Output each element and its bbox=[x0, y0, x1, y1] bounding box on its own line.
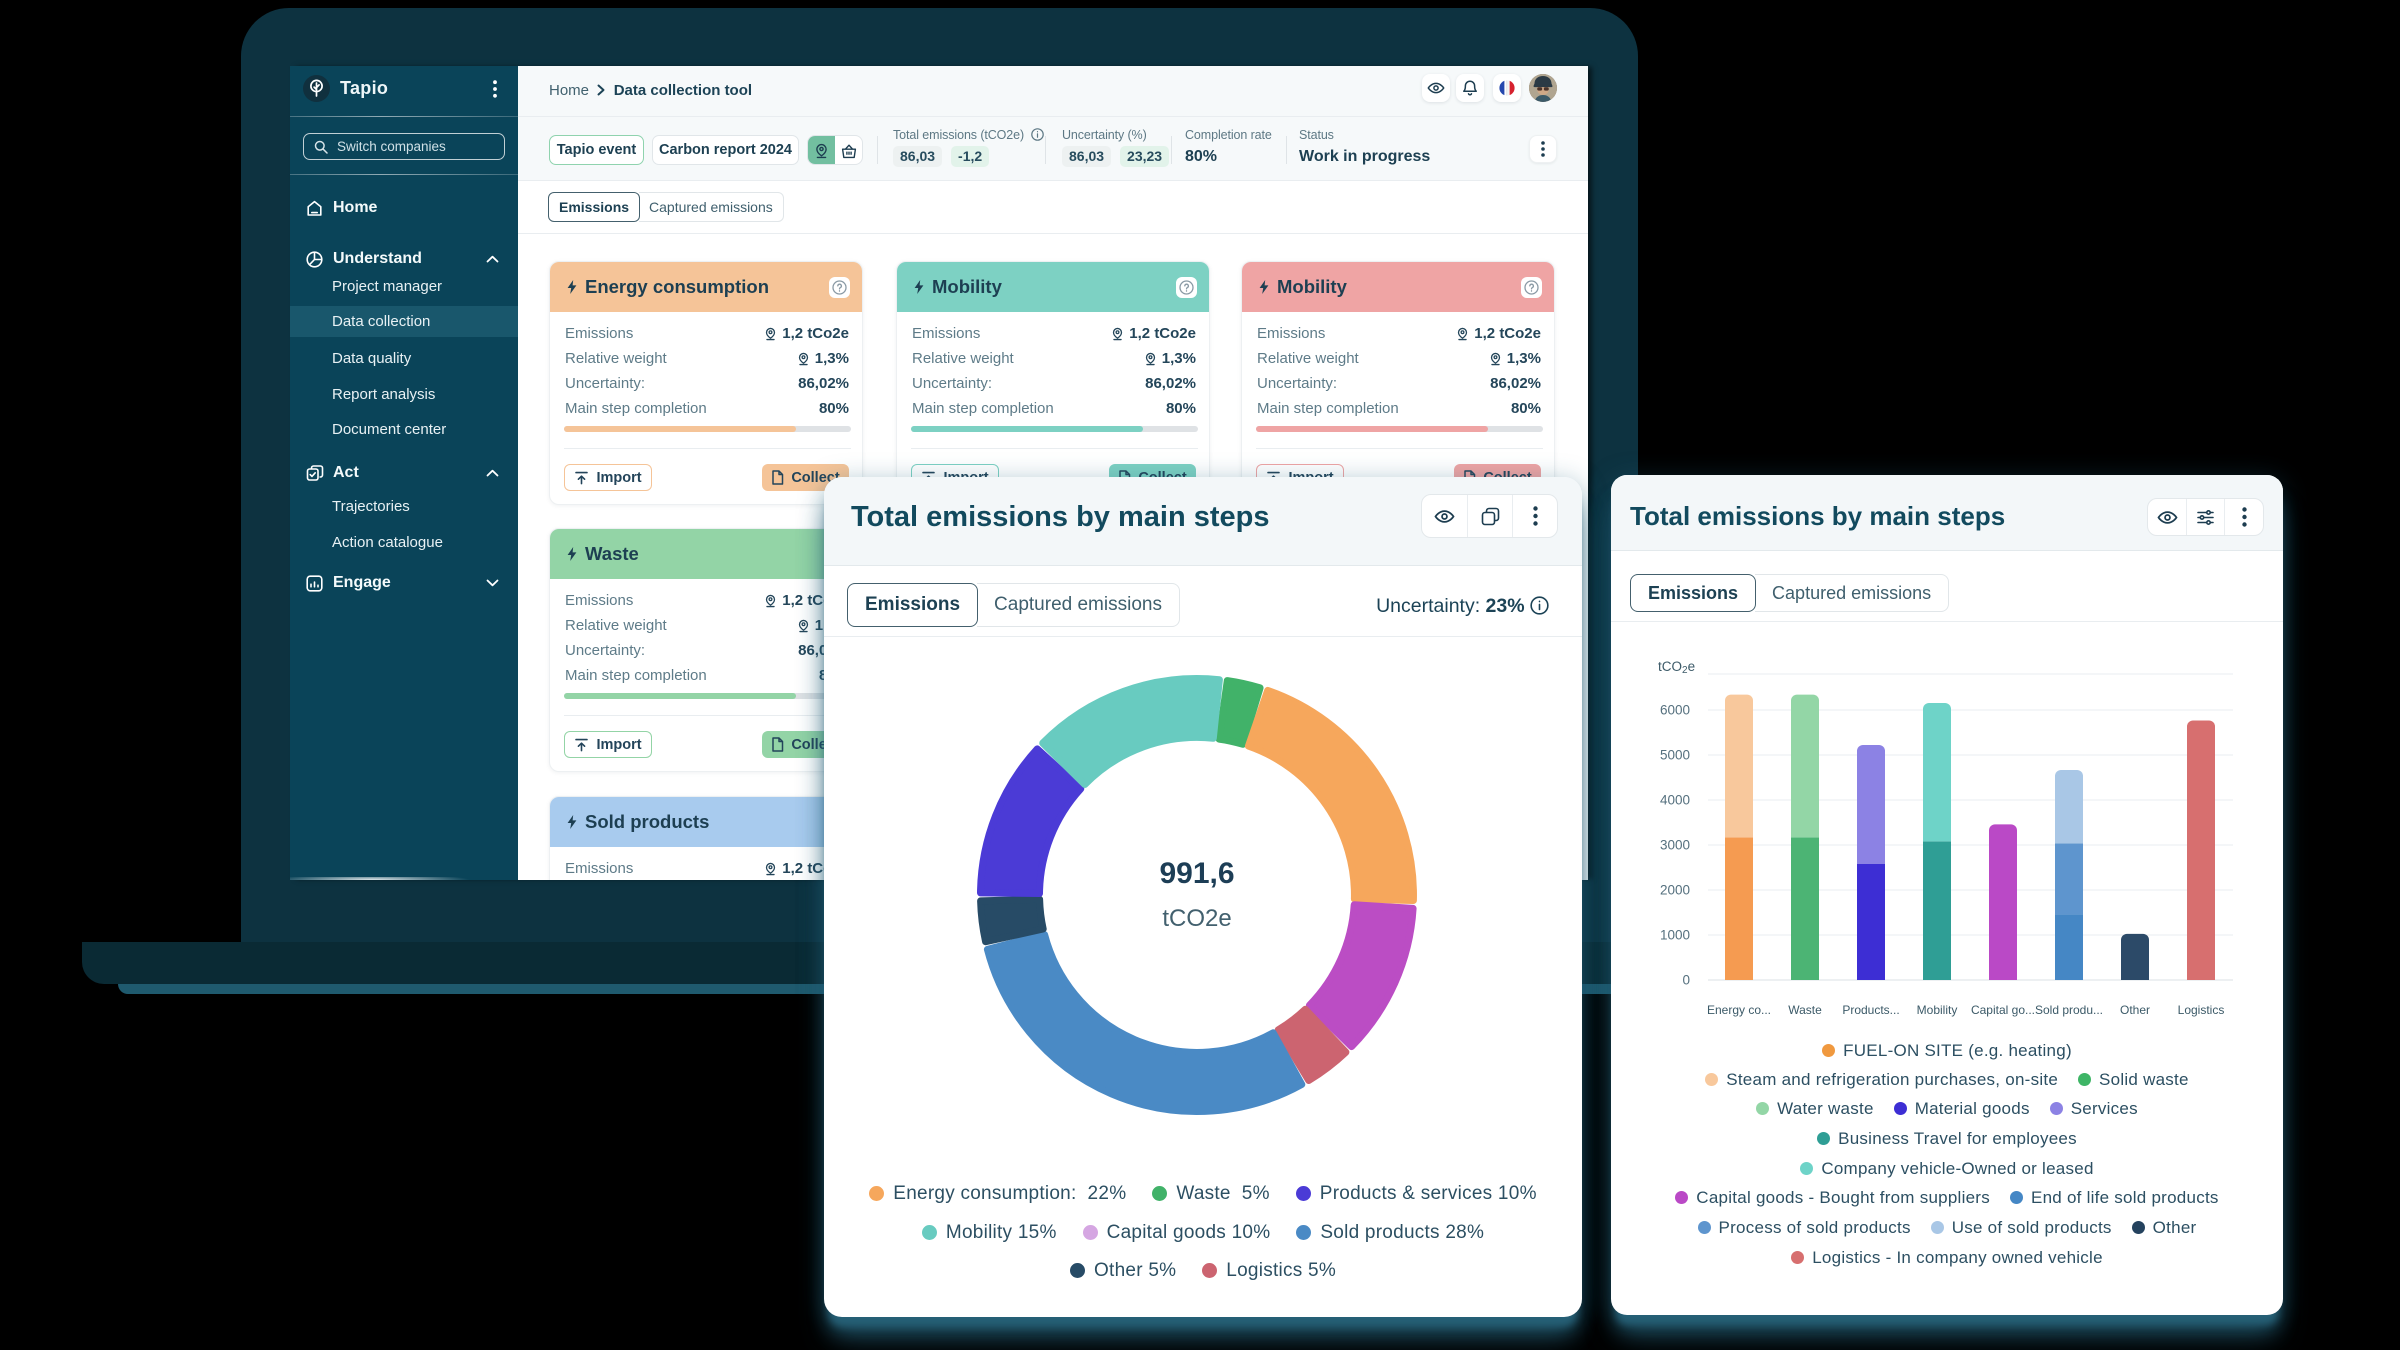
svg-text:Sold produ...: Sold produ... bbox=[2035, 1003, 2103, 1017]
svg-text:Mobility: Mobility bbox=[1917, 1003, 1958, 1017]
svg-text:Energy co...: Energy co... bbox=[1707, 1003, 1771, 1017]
svg-text:1000: 1000 bbox=[1660, 928, 1690, 943]
svg-text:Other: Other bbox=[2120, 1003, 2150, 1017]
svg-text:tCO2e: tCO2e bbox=[1658, 659, 1695, 676]
svg-text:2000: 2000 bbox=[1660, 883, 1690, 898]
svg-text:6000: 6000 bbox=[1660, 703, 1690, 718]
svg-text:Products...: Products... bbox=[1842, 1003, 1899, 1017]
svg-text:Waste: Waste bbox=[1788, 1003, 1822, 1017]
svg-text:Logistics: Logistics bbox=[2178, 1003, 2225, 1017]
svg-text:0: 0 bbox=[1682, 973, 1690, 988]
svg-text:4000: 4000 bbox=[1660, 793, 1690, 808]
svg-text:3000: 3000 bbox=[1660, 838, 1690, 853]
svg-text:Capital go...: Capital go... bbox=[1971, 1003, 2035, 1017]
svg-text:5000: 5000 bbox=[1660, 748, 1690, 763]
